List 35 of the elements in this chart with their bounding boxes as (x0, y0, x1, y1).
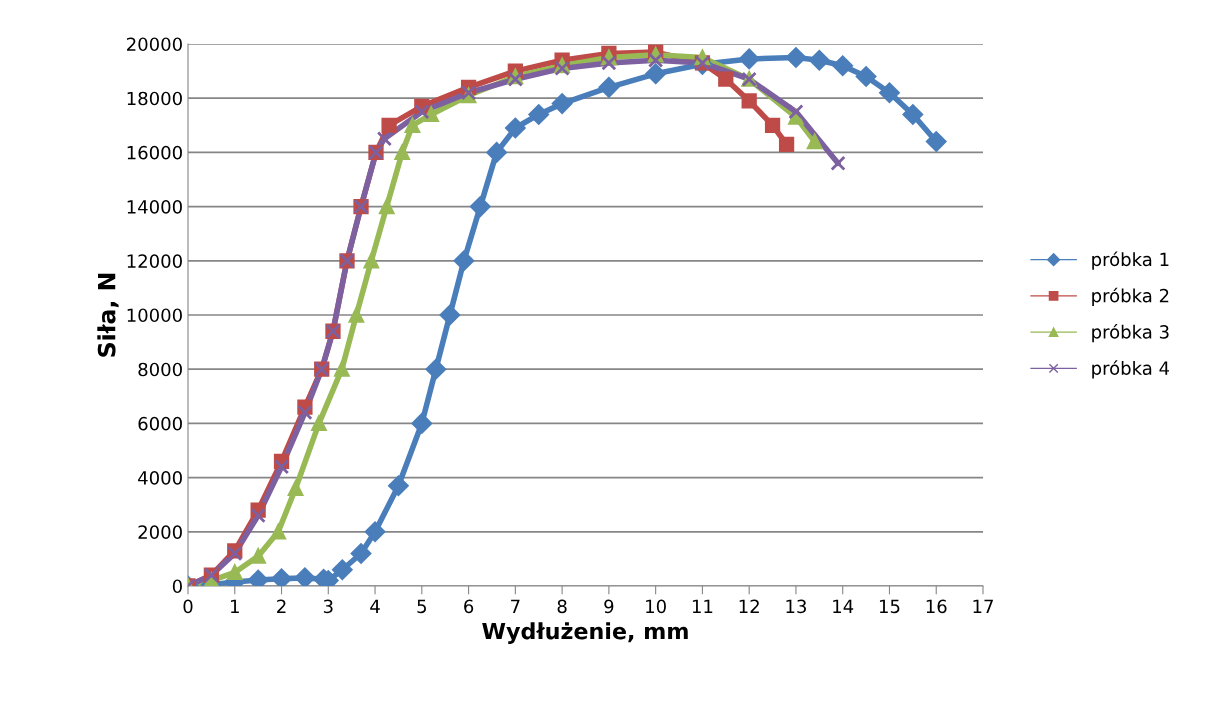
y-tick-label: 8000 (138, 362, 182, 377)
x-tick-label: 5 (417, 599, 426, 614)
x-tick-label: 17 (973, 599, 993, 613)
x-tick-label: 8 (557, 599, 567, 614)
x-tick-label: 10 (646, 599, 666, 614)
x-tick-label: 12 (739, 599, 759, 613)
x-tick-label: 11 (692, 599, 713, 613)
x-axis-title: Wydłużenie, mm (482, 622, 688, 644)
legend-label: próbka 1 (1092, 251, 1169, 270)
y-tick-label: 10000 (127, 308, 182, 323)
x-tick-label: 1 (231, 599, 239, 613)
y-tick-label: 16000 (127, 145, 182, 160)
y-tick-label: 14000 (127, 200, 182, 214)
y-tick-label: 4000 (138, 471, 182, 485)
y-tick-label: 6000 (138, 416, 182, 431)
legend-label: próbka 4 (1092, 360, 1170, 379)
x-tick-label: 9 (604, 599, 614, 614)
y-tick-label: 18000 (127, 91, 182, 106)
x-tick-label: 4 (370, 599, 380, 613)
y-tick-label: 0 (172, 579, 182, 594)
x-tick-label: 15 (879, 599, 900, 614)
x-tick-label: 16 (926, 599, 947, 614)
x-tick-label: 2 (277, 599, 286, 613)
y-axis-title: Siła, N (97, 273, 119, 357)
x-tick-label: 0 (183, 599, 193, 614)
legend-label: próbka 2 (1092, 287, 1169, 306)
legend-label: próbka 3 (1092, 324, 1169, 343)
y-tick-label: 20000 (127, 37, 182, 52)
y-tick-label: 12000 (127, 254, 182, 268)
x-tick-label: 6 (464, 599, 474, 614)
x-tick-label: 3 (323, 599, 333, 614)
x-tick-label: 14 (833, 599, 854, 613)
x-tick-label: 13 (786, 599, 806, 614)
x-tick-label: 7 (511, 599, 520, 613)
y-tick-label: 2000 (138, 525, 182, 539)
